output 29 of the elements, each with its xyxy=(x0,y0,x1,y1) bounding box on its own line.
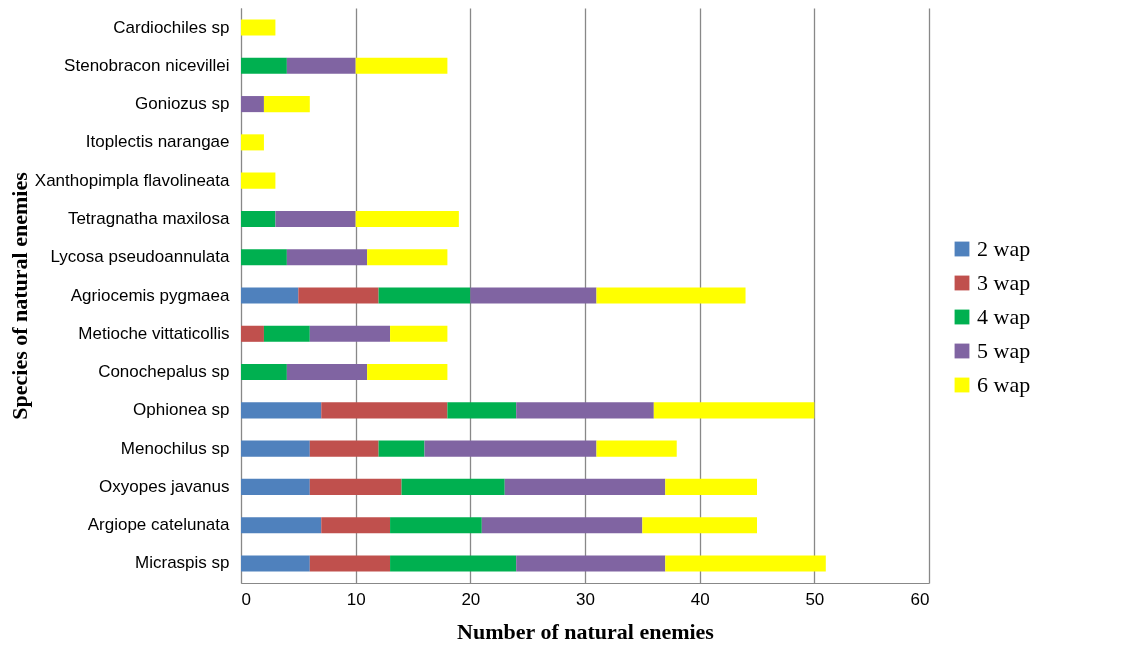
y-tick-label: Stenobracon nicevillei xyxy=(64,55,230,75)
y-tick-label: Tetragnatha maxilosa xyxy=(67,208,231,228)
y-tick-label: Cardiochiles sp xyxy=(113,17,230,37)
legend-label: 5 wap xyxy=(977,338,1031,363)
y-tick-label: Agriocemis pygmaea xyxy=(70,285,231,305)
legend-label: 3 wap xyxy=(977,270,1031,295)
y-tick-label: Metioche vittaticollis xyxy=(78,323,230,343)
legend-label: 2 wap xyxy=(977,236,1031,261)
y-tick-label: Oxyopes javanus xyxy=(99,476,230,496)
x-tick-label: 60 xyxy=(910,589,930,609)
legend-label: 6 wap xyxy=(977,372,1031,397)
x-tick-label: 0 xyxy=(241,589,251,609)
y-tick-label: Itoplectis narangae xyxy=(85,132,230,152)
y-tick-label: Lycosa pseudoannulata xyxy=(50,247,231,267)
y-tick-label: Conochepalus sp xyxy=(98,362,230,382)
x-tick-label: 40 xyxy=(690,589,710,609)
y-tick-label: Argiope catelunata xyxy=(87,515,231,535)
y-tick-label: Micraspis sp xyxy=(135,553,230,573)
x-tick-label: 20 xyxy=(461,589,481,609)
y-tick-label: Menochilus sp xyxy=(120,438,230,458)
x-axis-title: Number of natural enemies xyxy=(457,618,715,644)
x-tick-label: 50 xyxy=(805,589,825,609)
x-tick-label: 30 xyxy=(576,589,595,609)
legend-label: 4 wap xyxy=(977,304,1031,329)
y-tick-label: Goniozus sp xyxy=(135,94,230,114)
x-tick-label: 10 xyxy=(346,589,366,609)
y-axis-title: Species of natural enemies xyxy=(6,171,32,420)
y-tick-label: Ophionea sp xyxy=(133,400,230,420)
y-tick-label: Xanthopimpla flavolineata xyxy=(34,170,231,190)
